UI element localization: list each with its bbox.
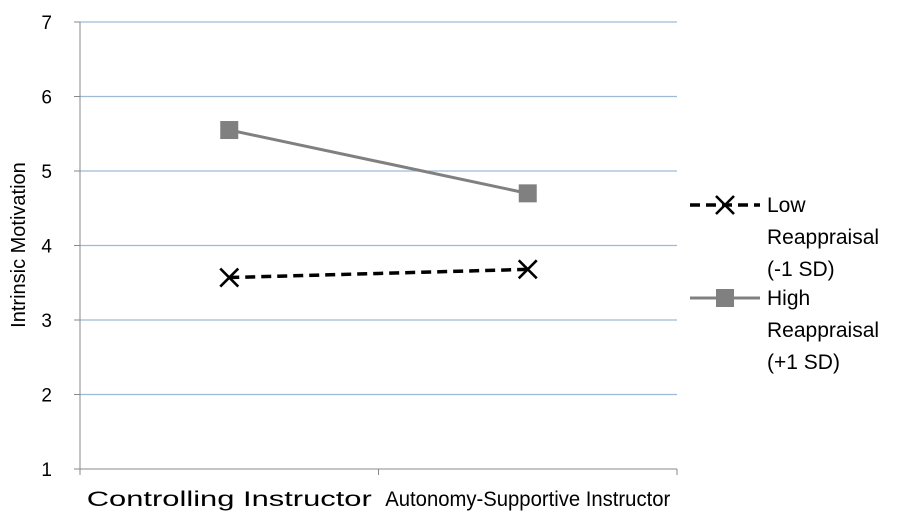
y-tick-label: 5: [41, 162, 52, 183]
y-tick-label: 2: [41, 386, 52, 407]
axes: [79, 22, 677, 470]
legend-label-line: Reappraisal: [767, 226, 879, 249]
legend-label-line: (+1 SD): [767, 351, 840, 374]
series-layer: [219, 121, 538, 288]
y-tick-labels: 1 2 3 4 5 6 7: [41, 13, 52, 481]
legend-label-line: Low: [767, 194, 806, 217]
legend-entry-2: High Reappraisal (+1 SD): [690, 287, 879, 374]
legend-swatch-marker: [715, 195, 735, 215]
legend: Low Reappraisal (-1 SD) High Reappraisal (+1 …: [690, 194, 879, 374]
y-axis-title: Intrinsic Motivation: [8, 162, 30, 328]
data-point-marker: [517, 259, 538, 280]
y-tick-label: 7: [41, 13, 52, 34]
x-category-label: Autonomy-Supportive Instructor: [385, 488, 670, 511]
y-tick-label: 3: [41, 311, 52, 332]
legend-entry-1: Low Reappraisal (-1 SD): [690, 194, 879, 281]
data-point-marker: [220, 121, 239, 140]
legend-swatch-marker: [716, 289, 734, 307]
legend-label-line: Reappraisal: [767, 319, 879, 342]
gridlines: [74, 21, 678, 475]
y-tick-label: 6: [41, 88, 52, 109]
x-category-labels: Controlling Instructor Autonomy-Supportiv…: [87, 488, 671, 511]
legend-label-line: (-1 SD): [767, 258, 835, 281]
data-point-marker: [518, 184, 537, 203]
y-tick-label: 4: [41, 237, 52, 258]
y-tick-label: 1: [41, 460, 52, 481]
data-point-marker: [219, 267, 240, 288]
x-category-label: Controlling Instructor: [87, 488, 372, 511]
series-2: [220, 121, 537, 203]
series-line: [228, 128, 529, 195]
legend-label-line: High: [767, 287, 810, 310]
series-1: [219, 259, 538, 288]
series-line: [229, 267, 528, 280]
